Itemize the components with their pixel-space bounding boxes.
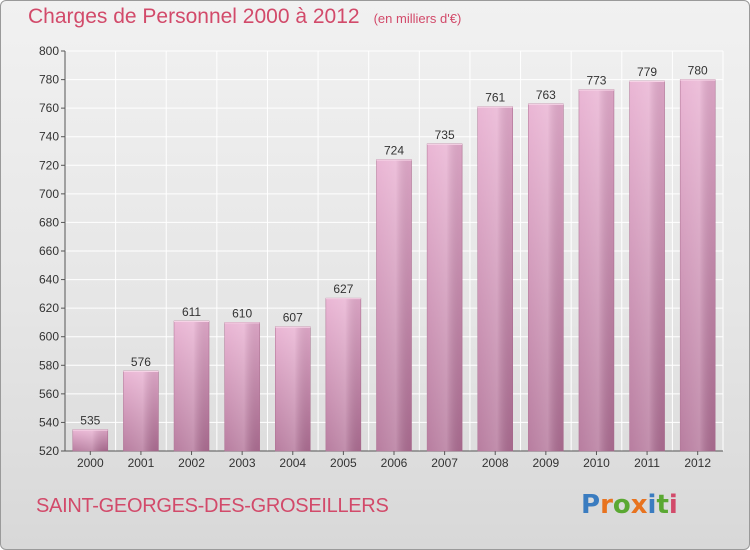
data-label: 780 bbox=[688, 64, 708, 78]
y-tick-label: 760 bbox=[39, 101, 59, 115]
bar-sheen bbox=[275, 326, 311, 451]
x-tick-label: 2003 bbox=[229, 456, 256, 470]
logo-letter: o bbox=[612, 490, 631, 520]
y-tick-label: 780 bbox=[39, 73, 59, 87]
x-tick-label: 2007 bbox=[431, 456, 458, 470]
y-tick-label: 700 bbox=[39, 187, 59, 201]
y-tick-label: 660 bbox=[39, 244, 59, 258]
y-tick-label: 520 bbox=[39, 444, 59, 458]
x-tick-label: 2005 bbox=[330, 456, 357, 470]
y-tick-label: 620 bbox=[39, 301, 59, 315]
chart-title: Charges de Personnel 2000 à 2012 (en mill… bbox=[28, 5, 461, 29]
logo-letter: i bbox=[668, 490, 678, 520]
y-tick-label: 600 bbox=[39, 330, 59, 344]
data-label: 763 bbox=[536, 88, 556, 102]
proxiti-logo[interactable]: Proxiti bbox=[581, 490, 678, 520]
y-tick-label: 560 bbox=[39, 387, 59, 401]
bar-sheen bbox=[427, 143, 463, 451]
logo-letter: x bbox=[630, 490, 648, 520]
y-tick-label: 720 bbox=[39, 158, 59, 172]
x-tick-label: 2004 bbox=[279, 456, 306, 470]
axes: 520 540 560 580 600 620 640 660 680 700 720 740 760 7… bbox=[39, 44, 723, 470]
bar-sheen bbox=[376, 159, 412, 452]
data-label: 627 bbox=[333, 282, 353, 296]
title-text: Charges de Personnel 2000 à 2012 bbox=[28, 5, 360, 28]
data-label: 761 bbox=[485, 91, 505, 105]
x-tick-label: 2006 bbox=[381, 456, 408, 470]
bar-sheen bbox=[578, 89, 614, 452]
city-name: SAINT-GEORGES-DES-GROSEILLERS bbox=[36, 495, 389, 517]
y-tick-label: 800 bbox=[39, 44, 59, 58]
x-tick-label: 2009 bbox=[532, 456, 559, 470]
bars bbox=[72, 79, 716, 452]
logo-letter: i bbox=[647, 490, 657, 520]
y-tick-label: 640 bbox=[39, 273, 59, 287]
bar-sheen bbox=[123, 371, 159, 451]
data-label: 607 bbox=[283, 311, 303, 325]
bar-sheen bbox=[224, 322, 260, 451]
logo-letter: t bbox=[656, 490, 669, 520]
data-label: 735 bbox=[435, 128, 455, 142]
data-label: 779 bbox=[637, 65, 657, 79]
y-tick-label: 680 bbox=[39, 215, 59, 229]
x-tick-label: 2012 bbox=[684, 456, 711, 470]
bar-sheen bbox=[528, 103, 564, 451]
data-label: 724 bbox=[384, 144, 404, 158]
data-label: 610 bbox=[232, 306, 252, 320]
data-label: 576 bbox=[131, 355, 151, 369]
bar-sheen bbox=[174, 321, 210, 451]
x-tick-label: 2001 bbox=[128, 456, 155, 470]
unit-text: (en milliers d'€) bbox=[373, 11, 462, 26]
data-label: 535 bbox=[80, 414, 100, 428]
x-tick-label: 2000 bbox=[77, 456, 104, 470]
y-tick-label: 740 bbox=[39, 130, 59, 144]
data-label: 611 bbox=[182, 305, 201, 319]
y-tick-label: 580 bbox=[39, 358, 59, 372]
bar-sheen bbox=[629, 81, 665, 451]
data-labels: 535 576 611 610 607 627 724 735 761 763 773 779 780 bbox=[80, 64, 708, 428]
x-tick-label: 2010 bbox=[583, 456, 610, 470]
logo-letter: P bbox=[581, 490, 601, 520]
logo-letter: r bbox=[600, 490, 613, 520]
bar-sheen bbox=[477, 106, 513, 451]
bar-sheen bbox=[72, 429, 108, 451]
x-tick-label: 2008 bbox=[482, 456, 509, 470]
x-tick-label: 2011 bbox=[634, 456, 660, 470]
x-tick-label: 2002 bbox=[178, 456, 205, 470]
bar-sheen bbox=[325, 298, 361, 451]
bar-sheen bbox=[680, 79, 716, 452]
data-label: 773 bbox=[586, 74, 606, 88]
y-tick-label: 540 bbox=[39, 415, 59, 429]
